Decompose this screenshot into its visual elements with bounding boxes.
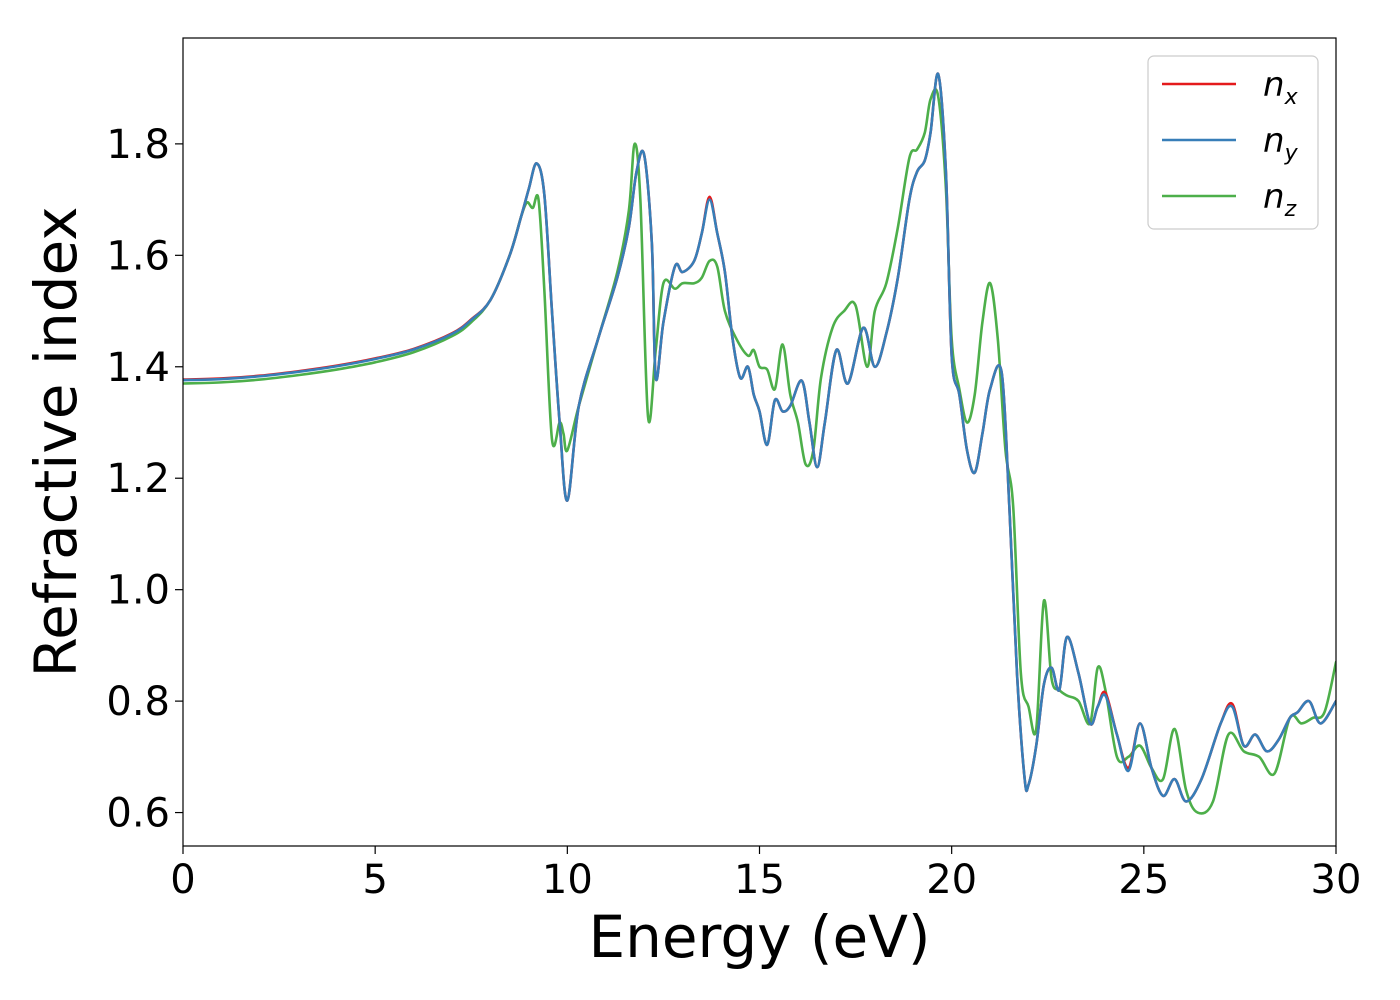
legend-label-main: n bbox=[1263, 65, 1285, 105]
legend-label-subscript: y bbox=[1284, 141, 1299, 166]
x-axis-ticks: 0 5 10 15 20 25 30 bbox=[170, 846, 1361, 903]
series-line-n-y bbox=[183, 72, 1336, 803]
plot-background bbox=[183, 38, 1336, 846]
x-tick-label: 10 bbox=[542, 857, 593, 903]
x-tick-label: 5 bbox=[362, 857, 387, 903]
legend-label-main: n bbox=[1263, 177, 1285, 217]
legend-label-n-y: ny bbox=[1263, 121, 1299, 166]
legend-label-subscript: x bbox=[1284, 85, 1299, 110]
y-tick-label: 1.2 bbox=[106, 456, 170, 502]
x-tick-label: 15 bbox=[734, 857, 785, 903]
legend-box bbox=[1147, 55, 1319, 230]
legend-label-n-x: nx bbox=[1263, 65, 1299, 110]
y-tick-label: 1.6 bbox=[106, 233, 170, 279]
x-tick-label: 20 bbox=[926, 857, 977, 903]
x-tick-label: 30 bbox=[1311, 857, 1362, 903]
y-tick-label: 0.8 bbox=[106, 679, 170, 725]
x-tick-label: 0 bbox=[170, 857, 195, 903]
series-line-n-z bbox=[183, 87, 1336, 815]
legend-label-main: n bbox=[1263, 121, 1285, 161]
y-axis-title: Refractive index bbox=[22, 206, 90, 677]
y-tick-label: 1.4 bbox=[106, 345, 170, 391]
y-tick-label: 1.8 bbox=[106, 122, 170, 168]
legend-label-n-z: nz bbox=[1263, 177, 1297, 222]
x-axis-title: Energy (eV) bbox=[588, 903, 930, 971]
legend-label-subscript: z bbox=[1284, 197, 1297, 222]
y-axis-ticks: 0.6 0.8 1.0 1.2 1.4 1.6 1.8 bbox=[106, 122, 183, 837]
series-layer bbox=[183, 72, 1336, 815]
y-tick-label: 1.0 bbox=[106, 568, 170, 614]
x-tick-label: 25 bbox=[1118, 857, 1169, 903]
y-tick-label: 0.6 bbox=[106, 791, 170, 837]
